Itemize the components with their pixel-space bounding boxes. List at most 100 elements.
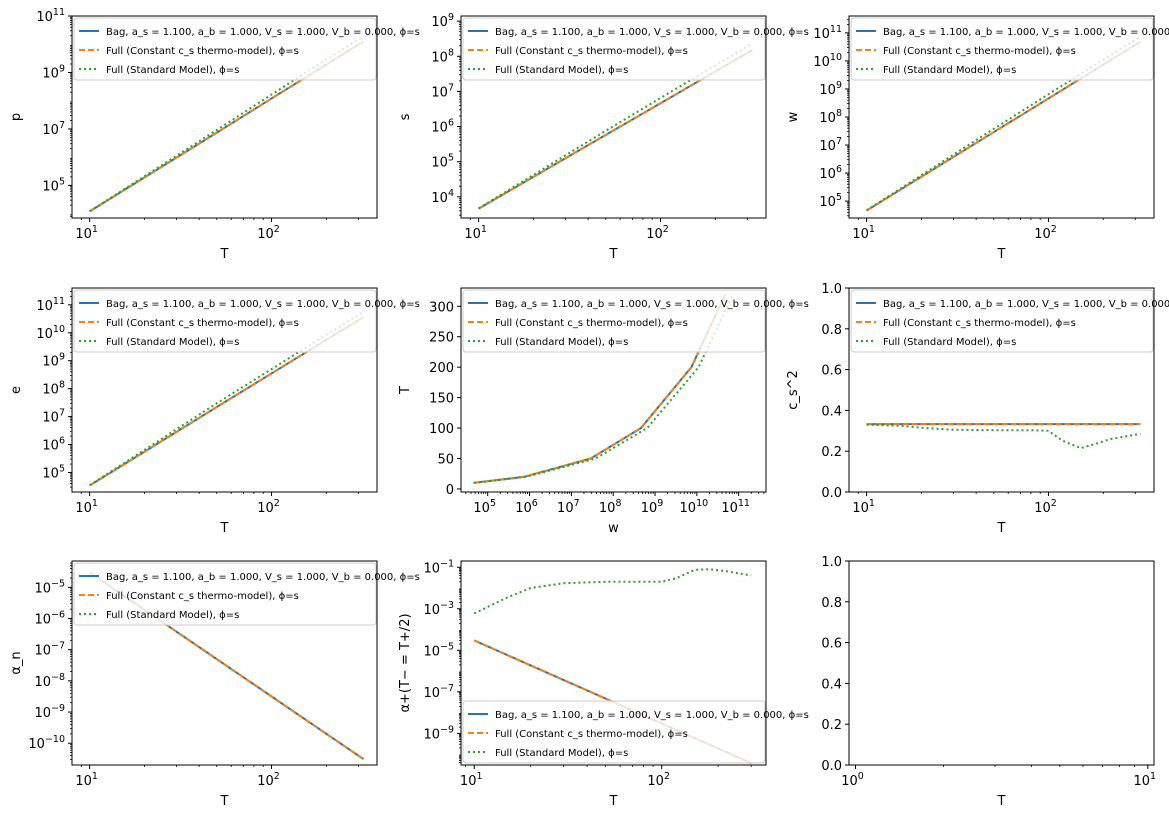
y-tick-label: 106 — [819, 164, 842, 182]
legend-label: Full (Standard Model), ϕ=s — [495, 337, 628, 348]
subplot-9: 100 101 0.0 0.2 0.4 0.6 0.8 1.0 T — [821, 555, 1156, 809]
y-tick-label: 0.6 — [821, 637, 842, 652]
y-axis-label: α+(T− = T+/2) — [398, 613, 413, 712]
y-tick-label: 10−7 — [423, 683, 454, 701]
axes-frame — [460, 15, 767, 219]
subplot-3: 101 102 105 106 107 108 109 1010 1011 Tw Bag, a_s … — [786, 15, 1169, 262]
subplot-7: 101 102 10−10 10−9 10−8 10−7 10−6 10−5 Tα_n Bag, … — [9, 560, 420, 809]
y-tick-label: 10−5 — [34, 578, 65, 596]
legend-label: Full (Constant c_s thermo-model), ϕ=s — [106, 318, 299, 329]
y-tick-label: 0.0 — [821, 486, 842, 501]
y-tick-label: 105 — [42, 463, 65, 481]
y-tick-label: 50 — [437, 453, 454, 468]
y-tick-label: 10−6 — [34, 610, 65, 628]
x-axis-label: w — [608, 521, 619, 536]
x-tick-label: 101 — [464, 224, 487, 242]
legend-label: Full (Standard Model), ϕ=s — [495, 65, 628, 76]
series-line-3 — [866, 423, 1141, 450]
x-axis-label: T — [997, 521, 1006, 536]
y-tick-label: 108 — [42, 380, 65, 398]
x-axis-label: T — [997, 247, 1006, 262]
y-tick-label: 250 — [429, 331, 454, 346]
y-tick-label: 107 — [42, 120, 65, 138]
y-tick-label: 0.4 — [821, 677, 842, 692]
legend: Bag, a_s = 1.100, a_b = 1.000, V_s = 1.0… — [73, 289, 420, 353]
legend-label: Bag, a_s = 1.100, a_b = 1.000, V_s = 1.0… — [883, 299, 1169, 310]
x-axis-label: T — [609, 794, 618, 809]
y-tick-label: 0.4 — [821, 404, 842, 419]
y-tick-label: 1.0 — [821, 282, 842, 297]
subplot-5: 105 106 107 108 109 1010 1011 0 50 100 150 200 250 30… — [398, 287, 809, 536]
subplot-2: 101 102 104 105 106 107 108 109 Ts Bag, a_s = 1.1… — [398, 12, 809, 262]
x-tick-label: 102 — [257, 224, 280, 242]
x-tick-label: 102 — [646, 224, 669, 242]
y-tick-label: 105 — [819, 192, 842, 210]
y-tick-label: 0.6 — [821, 364, 842, 379]
x-tick-label: 101 — [75, 224, 98, 242]
y-axis-label: c_s^2 — [786, 370, 801, 410]
legend-label: Full (Constant c_s thermo-model), ϕ=s — [495, 318, 688, 329]
x-axis-label: T — [220, 521, 229, 536]
y-tick-label: 109 — [42, 63, 65, 81]
y-tick-label: 10−3 — [423, 600, 454, 618]
y-tick-label: 106 — [431, 118, 454, 136]
subplot-6: 101 102 0.0 0.2 0.4 0.6 0.8 1.0 Tc_s^2 Bag, a_s =… — [786, 282, 1169, 536]
legend-label: Full (Constant c_s thermo-model), ϕ=s — [495, 729, 688, 740]
x-tick-label: 102 — [1034, 224, 1057, 242]
y-tick-label: 104 — [431, 188, 454, 206]
y-tick-label: 0 — [446, 483, 454, 498]
y-tick-label: 109 — [42, 352, 65, 370]
legend: Bag, a_s = 1.100, a_b = 1.000, V_s = 1.0… — [462, 17, 809, 81]
y-tick-label: 1011 — [813, 24, 842, 42]
y-tick-label: 150 — [429, 392, 454, 407]
y-tick-label: 10−1 — [423, 558, 454, 576]
axes-frame — [460, 560, 767, 766]
y-tick-label: 200 — [429, 361, 454, 376]
legend-label: Bag, a_s = 1.100, a_b = 1.000, V_s = 1.0… — [883, 27, 1169, 38]
x-tick-label: 109 — [641, 498, 664, 516]
y-tick-label: 1010 — [36, 324, 65, 342]
legend: Bag, a_s = 1.100, a_b = 1.000, V_s = 1.0… — [850, 17, 1169, 81]
y-tick-label: 1.0 — [821, 555, 842, 570]
legend-label: Full (Standard Model), ϕ=s — [495, 748, 628, 759]
x-axis-label: T — [220, 247, 229, 262]
y-tick-label: 105 — [42, 176, 65, 194]
y-tick-label: 100 — [429, 422, 454, 437]
y-tick-label: 0.2 — [821, 718, 842, 733]
x-tick-label: 105 — [473, 498, 496, 516]
x-tick-label: 108 — [599, 498, 622, 516]
legend-label: Full (Standard Model), ϕ=s — [106, 610, 239, 621]
y-tick-label: 105 — [431, 153, 454, 171]
y-tick-label: 10−7 — [34, 641, 65, 659]
y-tick-label: 0.8 — [821, 323, 842, 338]
legend-label: Full (Standard Model), ϕ=s — [883, 337, 1016, 348]
y-axis-label: s — [398, 113, 413, 120]
y-axis-label: w — [786, 111, 801, 122]
y-axis-label: T — [398, 386, 413, 395]
x-tick-label: 101 — [460, 771, 483, 789]
y-tick-label: 107 — [431, 82, 454, 100]
y-tick-label: 10−8 — [34, 672, 65, 690]
legend-label: Bag, a_s = 1.100, a_b = 1.000, V_s = 1.0… — [106, 299, 420, 310]
x-tick-label: 1010 — [680, 498, 709, 516]
subplot-8: 101 102 10−9 10−7 10−5 10−3 10−1 Tα+(T− = T+/2)… — [398, 558, 809, 809]
series-line-2 — [89, 316, 364, 487]
series-line-2 — [473, 293, 727, 484]
legend-label: Full (Constant c_s thermo-model), ϕ=s — [883, 318, 1076, 329]
series-line-3 — [473, 568, 752, 615]
y-tick-label: 10−9 — [34, 703, 65, 721]
legend-label: Full (Constant c_s thermo-model), ϕ=s — [106, 591, 299, 602]
x-tick-label: 106 — [515, 498, 538, 516]
y-tick-label: 109 — [431, 12, 454, 30]
x-tick-label: 102 — [1034, 498, 1057, 516]
legend-label: Full (Standard Model), ϕ=s — [106, 65, 239, 76]
y-tick-label: 1011 — [36, 296, 65, 314]
x-tick-label: 100 — [841, 771, 864, 789]
y-tick-label: 10−5 — [423, 641, 454, 659]
series-line-3 — [478, 42, 753, 210]
x-tick-label: 101 — [75, 771, 98, 789]
y-axis-label: α_n — [9, 651, 24, 674]
series-line-2 — [866, 40, 1141, 212]
y-tick-label: 1010 — [813, 52, 842, 70]
legend-label: Full (Standard Model), ϕ=s — [883, 65, 1016, 76]
